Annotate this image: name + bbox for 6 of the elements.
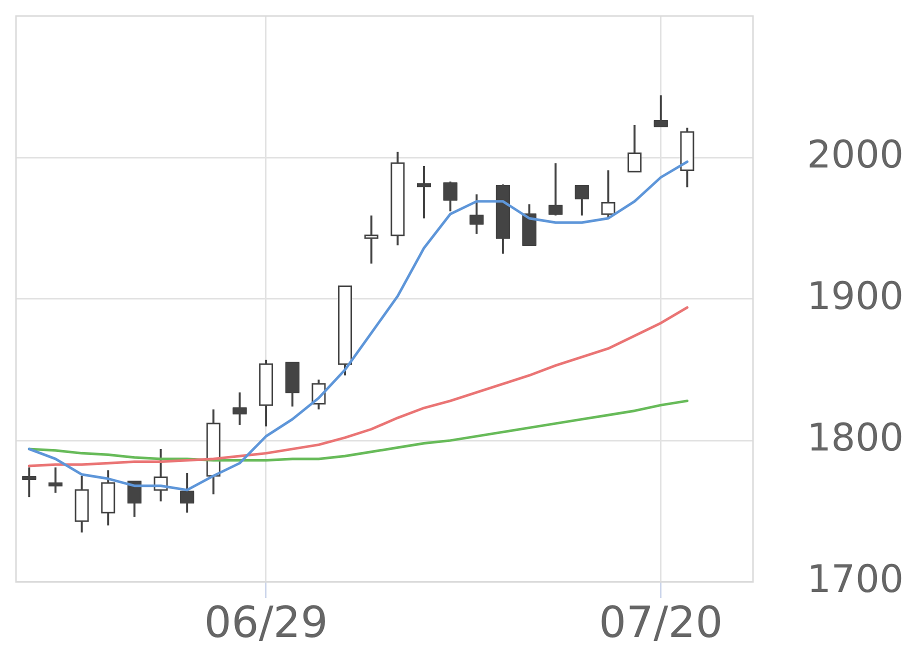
x-tick-label: 07/20 (598, 598, 723, 648)
x-tick-label: 06/29 (204, 598, 328, 648)
y-tick-label: 1800 (807, 415, 904, 460)
y-tick-label: 1700 (807, 556, 904, 601)
y-tick-label: 2000 (807, 132, 904, 176)
y-tick-label: 1900 (807, 274, 904, 318)
